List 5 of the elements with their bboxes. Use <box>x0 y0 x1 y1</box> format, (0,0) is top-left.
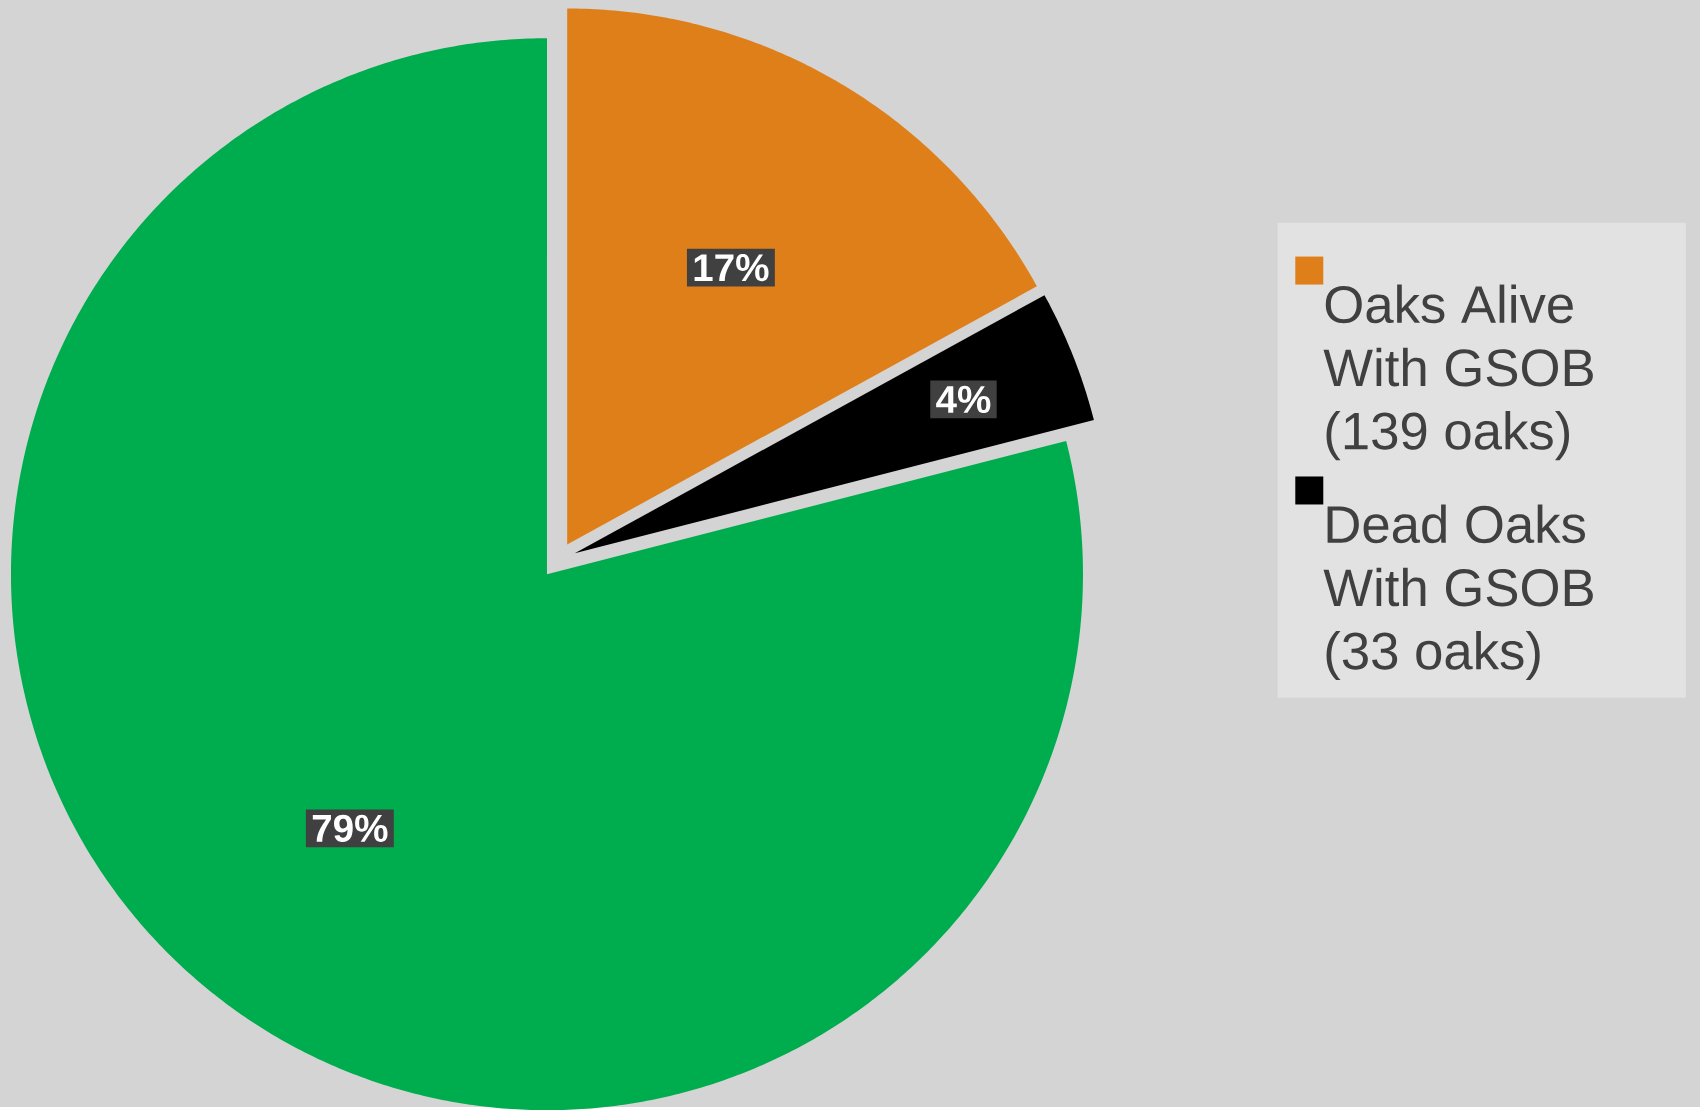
data-label: 4% <box>936 385 991 413</box>
data-label: 17% <box>694 253 769 282</box>
legend-label: Dead Oaks With GSOB (33 oaks) <box>1323 504 1593 681</box>
legend-label: Oaks Alive With GSOB (139 oaks) <box>1323 284 1593 461</box>
data-label: 79% <box>312 814 388 842</box>
